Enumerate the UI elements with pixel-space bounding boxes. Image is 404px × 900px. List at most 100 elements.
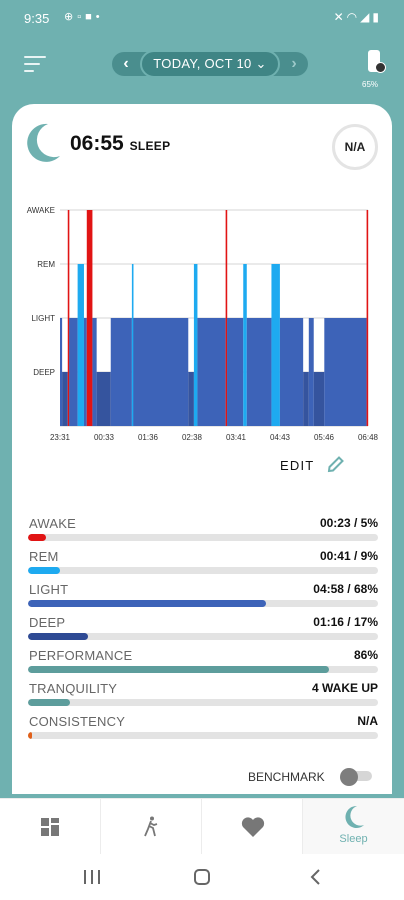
nav-activity[interactable]: [101, 799, 202, 855]
metric-value: 86%: [353, 648, 378, 662]
metric-value: 4 WAKE UP: [311, 681, 378, 695]
stage-segment-deep: [313, 372, 325, 426]
stage-segment-rem: [77, 264, 84, 426]
stage-segment-deep: [62, 372, 68, 426]
metric-bar-fill: [28, 633, 88, 640]
x-tick-label: 04:43: [270, 433, 291, 442]
moon-icon: [27, 123, 60, 162]
metric-label: CONSISTENCY: [29, 714, 126, 729]
x-tick-label: 02:38: [182, 433, 203, 442]
metric-value: 01:16 / 17%: [313, 615, 378, 629]
metric-label: TRANQUILITY: [29, 681, 118, 696]
stage-segment-light: [60, 318, 63, 426]
stage-segment-light: [308, 318, 314, 426]
sleep-card: 06:55 SLEEP N/A AWAKE REM LIGHT DEEP 23:31 00…: [12, 104, 392, 794]
device-battery-text: 65%: [362, 80, 379, 89]
app-header: ‹ TODAY, OCT 10 ⌄ ›: [0, 40, 404, 92]
y-tick-label: REM: [37, 260, 55, 269]
nav-heart[interactable]: [202, 799, 303, 855]
metric-bar-track: [28, 534, 378, 541]
metric-label: PERFORMANCE: [29, 648, 133, 663]
status-left-icons: ⊕▫■•: [64, 10, 104, 23]
stage-segment-light: [279, 318, 304, 426]
stage-segment-deep: [96, 372, 111, 426]
stage-segment-light: [246, 318, 272, 426]
metric-performance: PERFORMANCE 86%: [28, 648, 378, 676]
metric-value: N/A: [357, 714, 378, 728]
metric-bar-fill: [28, 600, 266, 607]
metric-label: LIGHT: [29, 582, 69, 597]
metric-deep: DEEP 01:16 / 17%: [28, 615, 378, 643]
mute-icon: ✕: [333, 10, 347, 24]
stage-segment-light: [197, 318, 226, 426]
heart-icon: [241, 817, 265, 837]
sleep-score-badge[interactable]: N/A: [332, 124, 378, 170]
metric-bar-fill: [28, 666, 329, 673]
nav-dashboard[interactable]: [0, 799, 101, 855]
message-icon: ▫: [77, 11, 86, 23]
walking-icon: [144, 816, 158, 837]
y-tick-label: LIGHT: [31, 314, 55, 323]
x-tick-label: 06:48: [358, 433, 379, 442]
metric-bar-track: [28, 732, 378, 739]
stage-segment-light: [69, 318, 78, 426]
stage-segment-light: [83, 318, 87, 426]
stage-segment-light: [324, 318, 367, 426]
stage-segment-rem: [271, 264, 280, 426]
benchmark-toggle[interactable]: [340, 768, 374, 786]
metric-label: DEEP: [29, 615, 66, 630]
date-navigator: ‹ TODAY, OCT 10 ⌄ ›: [112, 50, 308, 78]
menu-icon[interactable]: [24, 56, 48, 74]
stage-segment-rem: [243, 264, 247, 426]
nav-sleep-label: Sleep: [339, 833, 368, 845]
stage-segment-light: [133, 318, 189, 426]
date-selector[interactable]: TODAY, OCT 10 ⌄: [140, 50, 280, 78]
edit-button[interactable]: EDIT: [280, 458, 315, 473]
stage-segment-light: [227, 318, 244, 426]
sync-icon: ⊕: [64, 11, 78, 23]
metric-bar-track: [28, 633, 378, 640]
dot-icon: •: [95, 11, 104, 23]
sleep-duration-value: 06:55: [70, 132, 124, 155]
metric-consistency: CONSISTENCY N/A: [28, 714, 378, 742]
stage-segment-awake: [86, 210, 93, 426]
pencil-icon[interactable]: [326, 454, 346, 474]
metric-label: AWAKE: [29, 516, 76, 531]
home-icon[interactable]: [190, 866, 214, 888]
y-tick-label: DEEP: [33, 368, 55, 377]
stage-segment-awake: [225, 210, 228, 426]
metric-bar-fill: [28, 699, 70, 706]
sleep-stage-chart: AWAKE REM LIGHT DEEP 23:31 00:33 01:36 02:38 03:…: [27, 206, 379, 442]
metric-bar-track: [28, 666, 378, 673]
x-tick-label: 03:41: [226, 433, 247, 442]
metric-tranquility: TRANQUILITY 4 WAKE UP: [28, 681, 378, 709]
recent-apps-icon[interactable]: [80, 866, 104, 888]
next-day-button[interactable]: ›: [291, 55, 297, 72]
back-icon[interactable]: [304, 866, 328, 888]
battery-icon: ▮: [372, 10, 382, 24]
system-navigation: [0, 854, 404, 900]
video-icon: ■: [85, 11, 96, 23]
device-icon[interactable]: [364, 48, 386, 78]
stage-segment-light: [110, 318, 132, 426]
benchmark-label: BENCHMARK: [248, 770, 325, 784]
stage-segment-rem: [131, 264, 134, 426]
metric-bar-track: [28, 567, 378, 574]
stage-segment-deep: [303, 372, 309, 426]
chevron-down-icon: ⌄: [255, 56, 267, 71]
prev-day-button[interactable]: ‹: [123, 55, 129, 72]
stage-segment-light: [92, 318, 97, 426]
y-tick-label: AWAKE: [27, 206, 55, 215]
x-tick-label: 00:33: [94, 433, 115, 442]
sleep-duration-word: SLEEP: [129, 139, 171, 153]
metric-light: LIGHT 04:58 / 68%: [28, 582, 378, 610]
moon-icon: [345, 805, 364, 828]
stage-segment-rem: [193, 264, 198, 426]
metric-rem: REM 00:41 / 9%: [28, 549, 378, 577]
signal-icon: ◢: [360, 10, 373, 24]
x-tick-label: 01:36: [138, 433, 159, 442]
status-time: 9:35: [24, 11, 50, 26]
nav-sleep[interactable]: Sleep: [303, 799, 404, 855]
metric-value: 00:41 / 9%: [319, 549, 378, 563]
status-right-icons: ✕◠◢▮: [334, 10, 382, 24]
